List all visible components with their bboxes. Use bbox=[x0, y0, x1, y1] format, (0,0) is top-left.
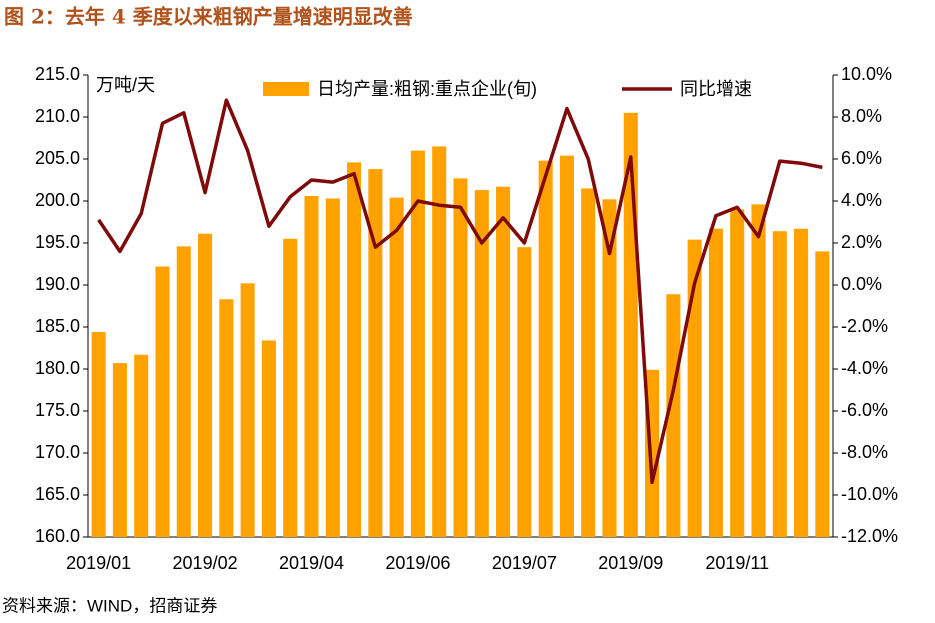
y2-tick-label: 8.0% bbox=[841, 106, 882, 126]
bar bbox=[453, 178, 468, 537]
y2-tick-label: -2.0% bbox=[841, 316, 888, 336]
chart-title: 图 2：去年 4 季度以来粗钢产量增速明显改善 bbox=[4, 5, 413, 29]
x-tick-label: 2019/09 bbox=[598, 553, 663, 573]
x-tick-label: 2019/02 bbox=[173, 553, 238, 573]
bar bbox=[389, 197, 404, 537]
y-tick-label: 195.0 bbox=[35, 232, 80, 252]
bar bbox=[91, 332, 106, 537]
y2-tick-label: -6.0% bbox=[841, 400, 888, 420]
x-tick-label: 2019/06 bbox=[385, 553, 450, 573]
bar bbox=[432, 146, 447, 537]
y-tick-label: 190.0 bbox=[35, 274, 80, 294]
y2-tick-label: 6.0% bbox=[841, 148, 882, 168]
bar bbox=[219, 299, 234, 537]
y-unit-label: 万吨/天 bbox=[96, 75, 155, 95]
y-tick-label: 215.0 bbox=[35, 64, 80, 84]
bar bbox=[751, 204, 766, 538]
x-tick-label: 2019/07 bbox=[492, 553, 557, 573]
y2-tick-label: -12.0% bbox=[841, 526, 898, 546]
y2-tick-label: -10.0% bbox=[841, 484, 898, 504]
bar bbox=[112, 363, 127, 537]
y-tick-label: 165.0 bbox=[35, 484, 80, 504]
bar bbox=[261, 340, 276, 537]
bar bbox=[410, 150, 425, 537]
source: 资料来源：WIND，招商证券 bbox=[2, 596, 217, 615]
y-tick-label: 175.0 bbox=[35, 400, 80, 420]
x-tick-label: 2019/11 bbox=[705, 553, 769, 573]
bar bbox=[772, 231, 787, 538]
legend-swatch bbox=[263, 82, 309, 96]
bar bbox=[304, 195, 319, 537]
legend-label: 日均产量:粗钢:重点企业(旬) bbox=[317, 79, 537, 99]
bar bbox=[815, 251, 830, 537]
bar bbox=[283, 238, 298, 538]
bar bbox=[708, 228, 723, 537]
y2-tick-label: -8.0% bbox=[841, 442, 888, 462]
bar bbox=[794, 228, 809, 537]
y2-tick-label: -4.0% bbox=[841, 358, 888, 378]
x-tick-label: 2019/04 bbox=[279, 553, 344, 573]
y-tick-label: 210.0 bbox=[35, 106, 80, 126]
bar bbox=[730, 209, 745, 537]
bar bbox=[496, 186, 511, 537]
bar bbox=[559, 155, 574, 537]
y-tick-label: 185.0 bbox=[35, 316, 80, 336]
bar bbox=[368, 169, 383, 537]
bar bbox=[325, 198, 340, 538]
bar bbox=[240, 283, 255, 537]
y-tick-label: 160.0 bbox=[35, 526, 80, 546]
bar bbox=[155, 266, 170, 537]
y2-tick-label: 0.0% bbox=[841, 274, 882, 294]
legend-label: 同比增速 bbox=[680, 79, 752, 99]
bar bbox=[602, 199, 617, 537]
bar bbox=[176, 246, 191, 538]
bar bbox=[666, 294, 681, 537]
bar bbox=[538, 160, 553, 537]
bar bbox=[687, 239, 702, 537]
y-tick-label: 205.0 bbox=[35, 148, 80, 168]
bar bbox=[581, 188, 596, 537]
bar bbox=[517, 247, 532, 537]
bar bbox=[134, 354, 149, 537]
y2-tick-label: 4.0% bbox=[841, 190, 882, 210]
y-tick-label: 180.0 bbox=[35, 358, 80, 378]
line bbox=[97, 98, 823, 485]
y2-tick-label: 10.0% bbox=[841, 64, 892, 84]
y2-tick-label: 2.0% bbox=[841, 232, 882, 252]
y-tick-label: 200.0 bbox=[35, 190, 80, 210]
x-tick-label: 2019/01 bbox=[66, 553, 131, 573]
bar bbox=[198, 233, 213, 537]
bar bbox=[347, 162, 362, 538]
y-tick-label: 170.0 bbox=[35, 442, 80, 462]
bar bbox=[474, 190, 489, 537]
